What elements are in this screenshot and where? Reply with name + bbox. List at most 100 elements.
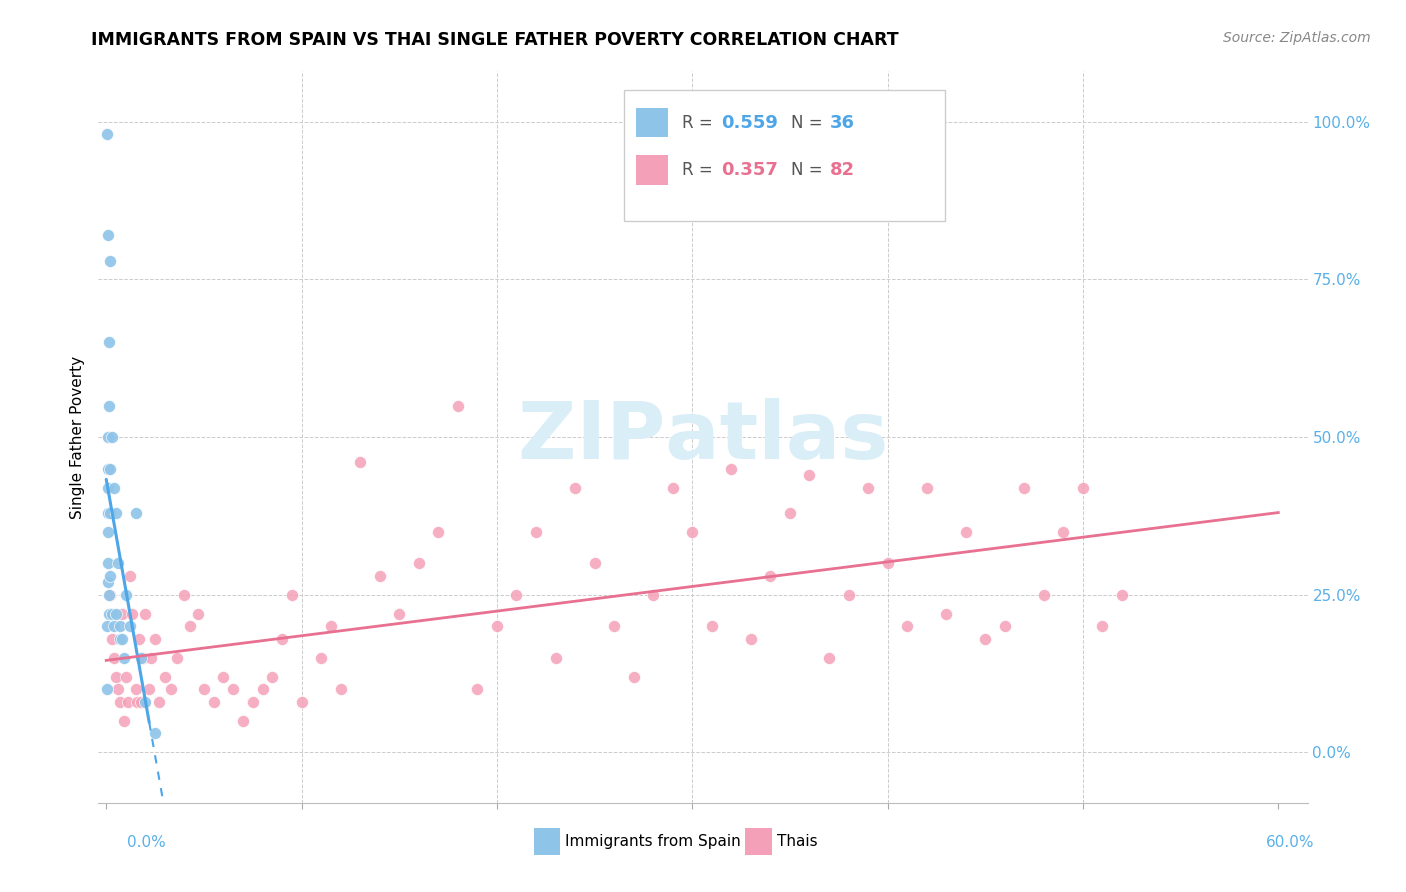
Text: R =: R =: [682, 161, 718, 179]
Point: [1111, 588, 1133, 602]
Point: [148, 695, 170, 709]
Point: [368, 569, 391, 583]
Point: [103, 619, 125, 633]
Point: [143, 726, 166, 740]
Point: [242, 695, 264, 709]
Point: [97, 430, 120, 444]
Point: [309, 650, 332, 665]
Point: [447, 399, 470, 413]
Point: [485, 619, 508, 633]
Point: [97, 588, 120, 602]
Point: [98, 588, 121, 602]
Point: [179, 619, 201, 633]
Point: [856, 481, 879, 495]
Point: [107, 556, 129, 570]
Point: [329, 682, 352, 697]
Point: [1032, 588, 1054, 602]
Point: [98, 607, 121, 621]
Point: [603, 619, 626, 633]
Point: [128, 632, 150, 646]
Point: [114, 670, 136, 684]
Point: [166, 650, 188, 665]
Bar: [534, 828, 561, 855]
Point: [111, 632, 134, 646]
Point: [408, 556, 430, 570]
Point: [134, 607, 156, 621]
Point: [97, 228, 120, 243]
Text: 0.0%: 0.0%: [127, 836, 166, 850]
Point: [661, 481, 683, 495]
Point: [524, 524, 547, 539]
Point: [1091, 619, 1114, 633]
Point: [97, 399, 120, 413]
Point: [252, 682, 274, 697]
Text: Thais: Thais: [776, 834, 817, 849]
Text: Immigrants from Spain: Immigrants from Spain: [565, 834, 741, 849]
Point: [838, 588, 860, 602]
Text: IMMIGRANTS FROM SPAIN VS THAI SINGLE FATHER POVERTY CORRELATION CHART: IMMIGRANTS FROM SPAIN VS THAI SINGLE FAT…: [91, 31, 898, 49]
Point: [583, 556, 606, 570]
Point: [108, 632, 131, 646]
Text: ZIP​atlas: ZIP​atlas: [517, 398, 889, 476]
Text: N =: N =: [792, 113, 828, 131]
Point: [681, 524, 703, 539]
Point: [138, 682, 160, 697]
Point: [271, 632, 294, 646]
Point: [212, 670, 235, 684]
Point: [643, 588, 665, 602]
Point: [96, 682, 118, 697]
Point: [107, 682, 129, 697]
Point: [818, 650, 841, 665]
Point: [876, 556, 898, 570]
Point: [187, 607, 209, 621]
Point: [97, 575, 120, 590]
Point: [700, 619, 723, 633]
Point: [290, 695, 312, 709]
Text: N =: N =: [792, 161, 828, 179]
Point: [98, 335, 121, 350]
Text: 36: 36: [830, 113, 855, 131]
Point: [97, 506, 120, 520]
Point: [108, 695, 131, 709]
Point: [101, 430, 124, 444]
Point: [101, 607, 124, 621]
Point: [193, 682, 215, 697]
Point: [544, 650, 567, 665]
Point: [935, 607, 957, 621]
Point: [623, 670, 645, 684]
Point: [955, 524, 977, 539]
Point: [108, 619, 131, 633]
Point: [97, 461, 120, 475]
Point: [134, 695, 156, 709]
Point: [896, 619, 918, 633]
Point: [720, 461, 742, 475]
Point: [114, 588, 136, 602]
Point: [103, 481, 125, 495]
FancyBboxPatch shape: [624, 89, 945, 221]
Point: [799, 467, 821, 482]
Point: [1071, 481, 1094, 495]
Point: [121, 607, 143, 621]
Point: [112, 714, 135, 728]
Text: 0.559: 0.559: [721, 113, 778, 131]
Point: [117, 695, 139, 709]
Bar: [637, 155, 668, 185]
Point: [98, 253, 121, 268]
Point: [105, 607, 128, 621]
Point: [388, 607, 411, 621]
Point: [564, 481, 586, 495]
Point: [118, 619, 141, 633]
Point: [98, 506, 121, 520]
Point: [118, 569, 141, 583]
Point: [202, 695, 225, 709]
Point: [98, 569, 121, 583]
Point: [1052, 524, 1074, 539]
Point: [141, 650, 163, 665]
Point: [759, 569, 782, 583]
Point: [262, 670, 284, 684]
Point: [112, 650, 135, 665]
Point: [1014, 481, 1036, 495]
Point: [97, 481, 120, 495]
Point: [97, 524, 120, 539]
Bar: [637, 108, 668, 137]
